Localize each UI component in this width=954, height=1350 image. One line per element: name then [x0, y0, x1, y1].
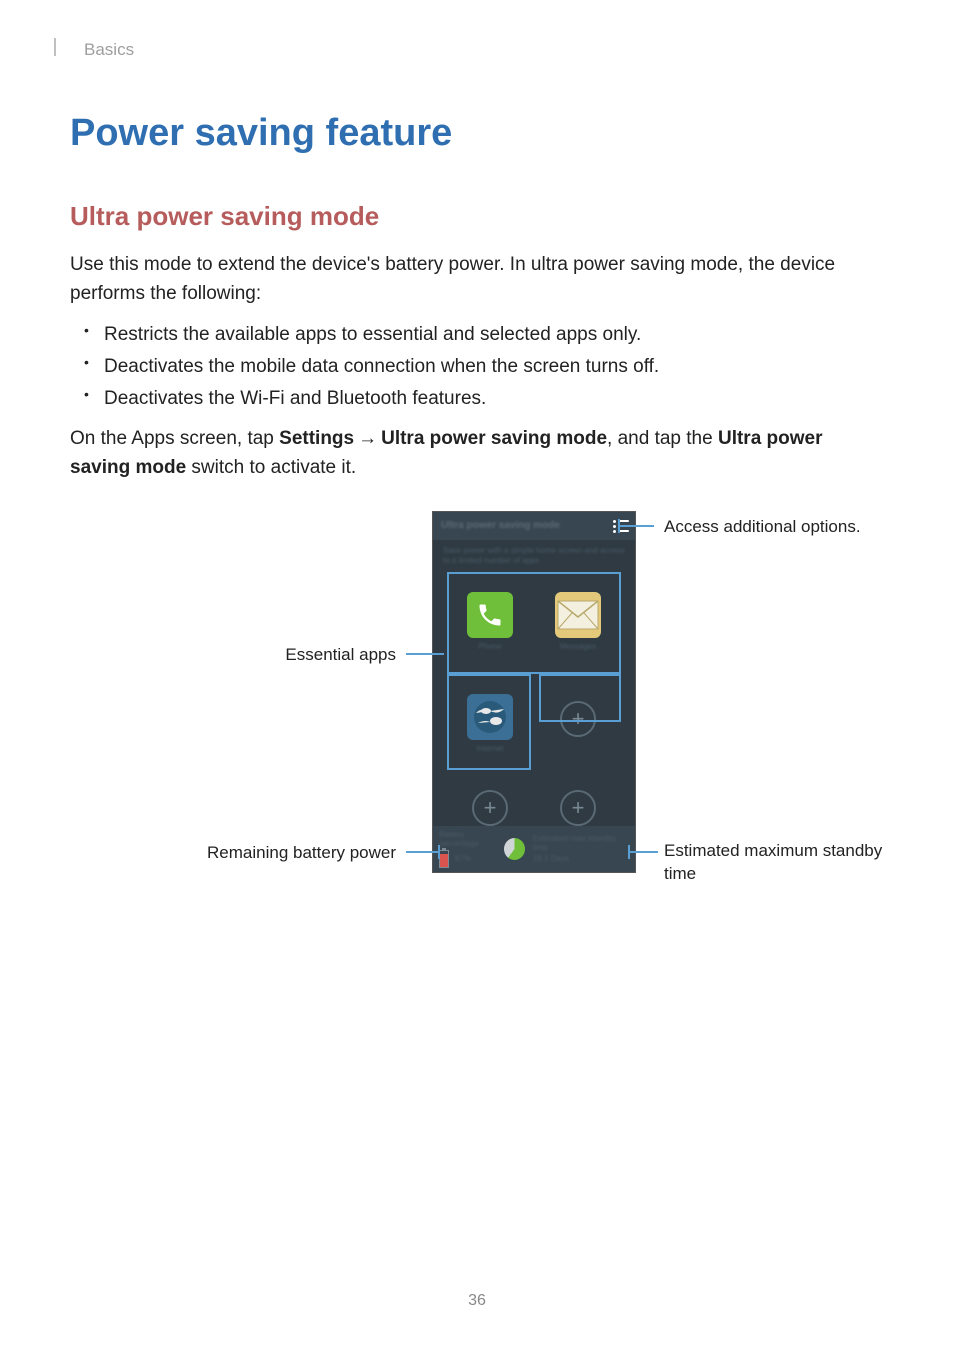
list-item: Restricts the available apps to essentia…: [104, 319, 884, 351]
plus-icon: +: [560, 701, 596, 737]
app-internet[interactable]: Internet: [449, 676, 531, 772]
app-phone[interactable]: Phone: [449, 574, 531, 670]
callout-battery: Remaining battery power: [140, 841, 396, 865]
margin-mark: [54, 38, 56, 56]
battery-percent: 87%: [455, 854, 471, 863]
app-messages[interactable]: Messages: [537, 574, 619, 670]
battery-label: Battery percentage: [439, 830, 504, 848]
callout-line: [628, 851, 658, 853]
callout-essential: Essential apps: [190, 643, 396, 667]
diagram-container: Ultra power saving mode Save power with …: [70, 511, 884, 931]
plus-icon: +: [560, 790, 596, 826]
section-label: Basics: [84, 40, 884, 60]
app-label: Internet: [476, 744, 503, 754]
text: , and tap the: [607, 428, 718, 449]
settings-label: Settings: [279, 428, 354, 449]
callout-line: [618, 525, 654, 527]
globe-icon: [467, 694, 513, 740]
text: switch to activate it.: [186, 457, 356, 478]
feature-list: Restricts the available apps to essentia…: [70, 319, 884, 416]
phone-subtitle: Save power with a simple home screen and…: [433, 540, 635, 571]
page-title: Power saving feature: [70, 112, 884, 155]
phone-header: Ultra power saving mode: [433, 512, 635, 540]
page-number: 36: [0, 1292, 954, 1310]
app-label: Messages: [560, 642, 596, 652]
list-item: Deactivates the Wi-Fi and Bluetooth feat…: [104, 383, 884, 415]
arrow-icon: →: [354, 428, 381, 449]
callout-options: Access additional options.: [664, 515, 861, 539]
text: On the Apps screen, tap: [70, 428, 279, 449]
callout-line: [628, 845, 630, 859]
phone-mockup: Ultra power saving mode Save power with …: [432, 511, 636, 873]
ultra-mode-label: Ultra power saving mode: [381, 428, 607, 449]
phone-icon: [467, 592, 513, 638]
pie-icon: [504, 838, 525, 860]
battery-icon: [439, 850, 449, 868]
app-label: Phone: [478, 642, 501, 652]
messages-icon: [555, 592, 601, 638]
section-subtitle: Ultra power saving mode: [70, 201, 884, 232]
list-item: Deactivates the mobile data connection w…: [104, 351, 884, 383]
phone-title: Ultra power saving mode: [441, 520, 560, 531]
callout-line: [618, 519, 620, 533]
standby-label: Estimated max standby time: [533, 834, 629, 852]
callout-line: [406, 851, 438, 853]
instruction-text: On the Apps screen, tap Settings→Ultra p…: [70, 424, 884, 483]
intro-text: Use this mode to extend the device's bat…: [70, 250, 884, 309]
phone-bottom-bar: Battery percentage 87% Estimated max sta…: [433, 826, 635, 872]
callout-line: [438, 845, 440, 859]
app-add-slot[interactable]: +: [537, 676, 619, 772]
callout-line: [406, 653, 444, 655]
standby-time: 18.1 Days: [533, 854, 569, 863]
plus-icon: +: [472, 790, 508, 826]
callout-standby: Estimated maximum standby time: [664, 839, 914, 887]
app-grid: Phone Messages Internet +: [433, 570, 635, 838]
